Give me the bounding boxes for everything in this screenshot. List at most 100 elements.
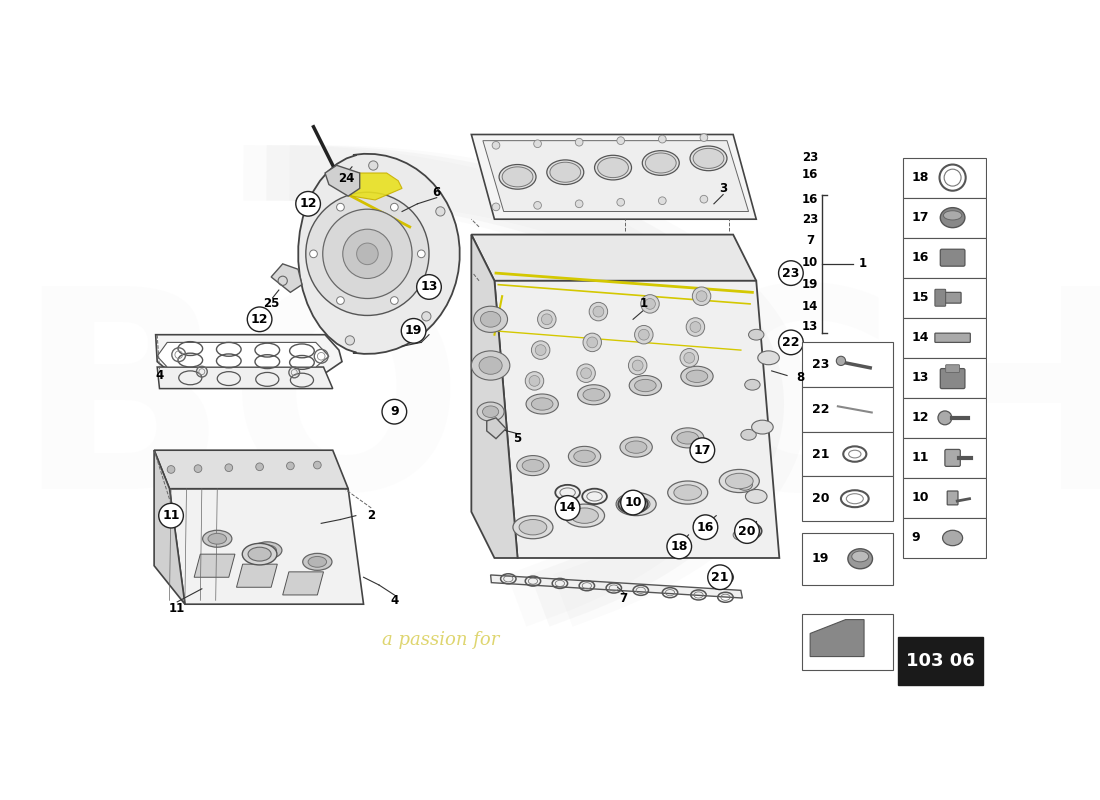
Ellipse shape xyxy=(726,474,754,489)
Polygon shape xyxy=(157,367,332,389)
Bar xyxy=(803,387,893,432)
Ellipse shape xyxy=(202,530,232,547)
Text: 7: 7 xyxy=(806,234,814,247)
Circle shape xyxy=(296,191,320,216)
Text: 21: 21 xyxy=(712,570,729,584)
Circle shape xyxy=(645,298,656,310)
Ellipse shape xyxy=(474,306,507,332)
Text: 103 06: 103 06 xyxy=(906,652,975,670)
Ellipse shape xyxy=(517,455,549,476)
Text: 18: 18 xyxy=(671,540,688,553)
Ellipse shape xyxy=(574,450,595,462)
Bar xyxy=(803,614,893,670)
Ellipse shape xyxy=(597,158,628,178)
Bar xyxy=(803,533,893,585)
Circle shape xyxy=(248,307,272,332)
Circle shape xyxy=(836,356,846,366)
Polygon shape xyxy=(169,489,363,604)
Ellipse shape xyxy=(531,398,553,410)
Text: 25: 25 xyxy=(263,298,279,310)
Ellipse shape xyxy=(483,406,498,418)
Circle shape xyxy=(617,137,625,145)
Text: 16: 16 xyxy=(696,521,714,534)
Circle shape xyxy=(255,463,264,470)
Ellipse shape xyxy=(745,379,760,390)
Circle shape xyxy=(659,197,667,205)
Polygon shape xyxy=(271,264,301,292)
Ellipse shape xyxy=(481,311,500,327)
Circle shape xyxy=(576,364,595,382)
Text: 20: 20 xyxy=(812,492,829,506)
Text: 21: 21 xyxy=(812,447,829,461)
Text: 19: 19 xyxy=(812,552,829,566)
Polygon shape xyxy=(156,334,342,373)
FancyBboxPatch shape xyxy=(939,292,961,303)
Circle shape xyxy=(779,330,803,354)
Bar xyxy=(803,476,893,521)
Text: 23: 23 xyxy=(802,213,818,226)
Ellipse shape xyxy=(758,351,779,365)
Circle shape xyxy=(696,291,707,302)
Ellipse shape xyxy=(741,430,757,440)
Text: 22: 22 xyxy=(812,403,829,416)
Polygon shape xyxy=(344,173,403,200)
Polygon shape xyxy=(491,575,742,598)
Circle shape xyxy=(421,312,431,321)
Circle shape xyxy=(337,297,344,304)
Circle shape xyxy=(195,465,202,473)
Text: 14: 14 xyxy=(559,502,576,514)
Ellipse shape xyxy=(940,208,965,228)
Circle shape xyxy=(586,337,597,348)
Ellipse shape xyxy=(646,153,676,173)
Text: 14: 14 xyxy=(912,331,930,344)
Circle shape xyxy=(575,200,583,208)
Text: LAMBORGHINI: LAMBORGHINI xyxy=(0,277,1100,546)
FancyBboxPatch shape xyxy=(935,290,946,306)
Text: 16: 16 xyxy=(802,194,818,206)
Bar xyxy=(902,198,986,238)
Ellipse shape xyxy=(623,496,650,512)
Circle shape xyxy=(659,135,667,143)
Ellipse shape xyxy=(848,549,872,569)
Text: 10: 10 xyxy=(802,256,818,269)
Polygon shape xyxy=(495,281,779,558)
Ellipse shape xyxy=(674,485,702,500)
Text: 12: 12 xyxy=(299,198,317,210)
Text: 1: 1 xyxy=(858,258,867,270)
Text: 16: 16 xyxy=(912,251,930,264)
Bar xyxy=(902,478,986,518)
Circle shape xyxy=(556,496,580,520)
Text: 18: 18 xyxy=(912,171,930,184)
Polygon shape xyxy=(154,450,185,604)
Circle shape xyxy=(285,280,294,290)
Circle shape xyxy=(158,503,184,528)
Text: 24: 24 xyxy=(339,172,355,185)
Ellipse shape xyxy=(671,428,704,448)
Circle shape xyxy=(167,466,175,474)
Ellipse shape xyxy=(477,402,504,422)
Polygon shape xyxy=(195,554,235,578)
Circle shape xyxy=(536,345,546,355)
Text: 1: 1 xyxy=(640,298,648,310)
Polygon shape xyxy=(326,166,360,196)
Text: 13: 13 xyxy=(802,321,818,334)
Ellipse shape xyxy=(693,148,724,168)
Circle shape xyxy=(693,515,718,539)
Text: 3: 3 xyxy=(719,182,727,195)
Ellipse shape xyxy=(616,493,656,516)
Ellipse shape xyxy=(751,420,773,434)
Circle shape xyxy=(632,360,644,371)
FancyBboxPatch shape xyxy=(947,491,958,505)
Circle shape xyxy=(590,302,607,321)
Bar xyxy=(902,238,986,278)
Ellipse shape xyxy=(526,394,559,414)
Circle shape xyxy=(593,306,604,317)
Ellipse shape xyxy=(249,547,272,561)
Circle shape xyxy=(628,356,647,374)
Text: 23: 23 xyxy=(802,151,818,164)
Bar xyxy=(803,432,893,476)
Text: 14: 14 xyxy=(802,300,818,313)
Text: a passion for: a passion for xyxy=(382,631,499,650)
Ellipse shape xyxy=(513,516,553,538)
Bar xyxy=(902,358,986,398)
